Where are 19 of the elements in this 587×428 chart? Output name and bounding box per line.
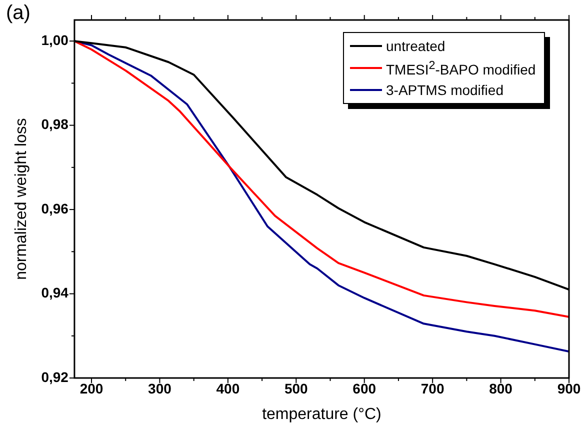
- legend-label: 3-APTMS modified: [386, 80, 504, 100]
- x-tick-label: 400: [216, 380, 240, 396]
- x-tick-label: 300: [148, 380, 172, 396]
- y-tick-label: 0,96: [41, 200, 69, 216]
- y-tick-label: 0,92: [41, 368, 69, 385]
- chart-title: (a): [6, 2, 30, 25]
- y-tick-label: 0,94: [41, 284, 69, 301]
- y-tick-label: 0,98: [41, 116, 69, 132]
- x-tick-label: 500: [284, 380, 308, 396]
- x-tick-label: 900: [557, 380, 581, 396]
- x-tick-label: 600: [352, 380, 376, 396]
- x-tick-label: 700: [420, 380, 444, 396]
- x-tick-label: 200: [80, 380, 104, 396]
- y-axis-title: normalized weight loss: [13, 118, 30, 280]
- legend-label: untreated: [386, 37, 446, 56]
- legend-label: TMESI$^{2}$-BAPO modified: [386, 58, 536, 80]
- x-axis-title: temperature (°C): [262, 406, 382, 423]
- y-tick-label: 1,00: [41, 32, 69, 48]
- x-tick-label: 800: [489, 380, 513, 396]
